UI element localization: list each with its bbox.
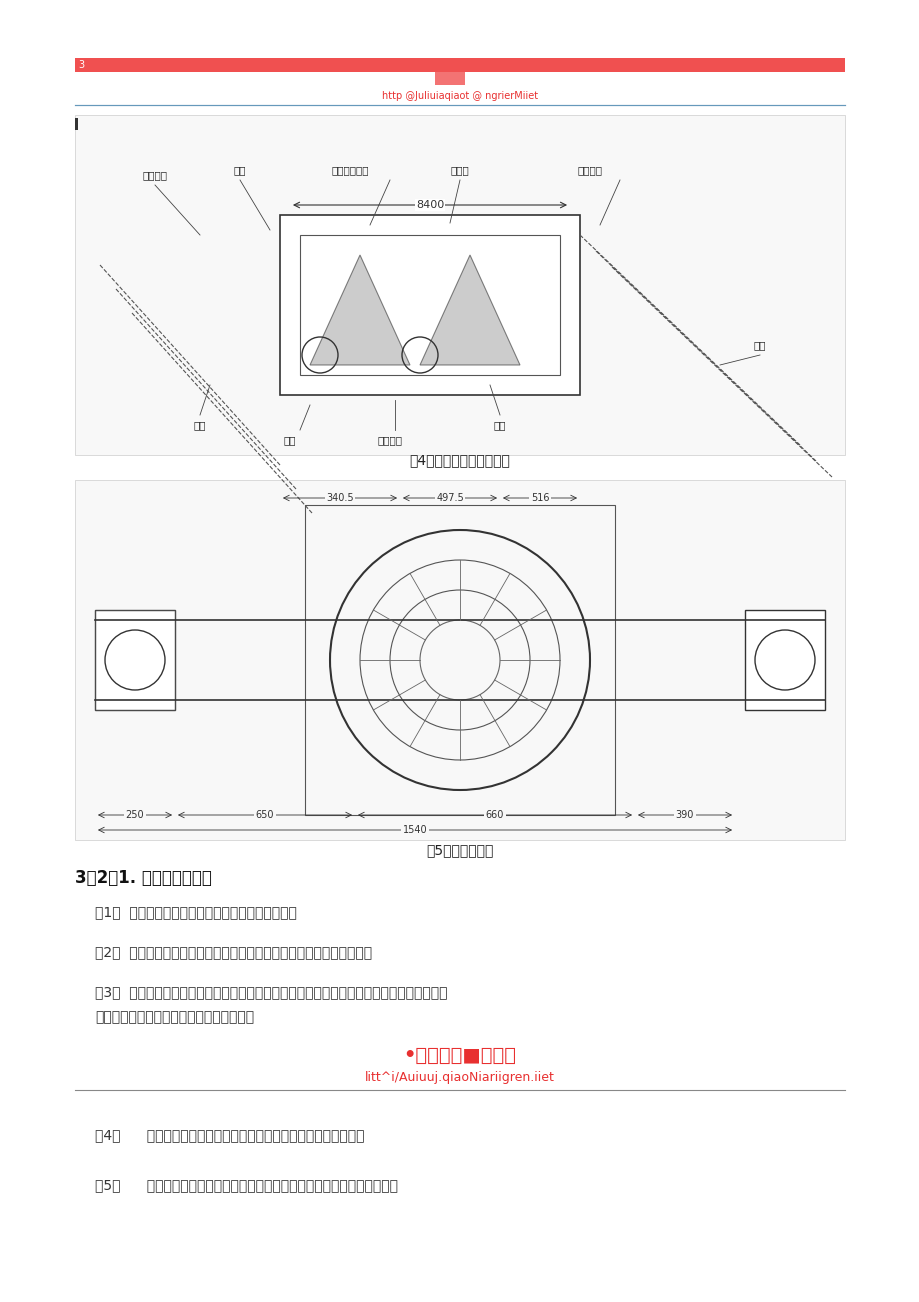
Text: 前夹持架: 前夹持架: [577, 165, 602, 174]
Text: 后夹持架: 后夹持架: [142, 171, 167, 180]
Text: 390: 390: [675, 810, 694, 820]
Text: 图4主缆缠丝机总体结构图: 图4主缆缠丝机总体结构图: [409, 453, 510, 467]
Text: （3）  缠丝头齿圈绕主缆转动速度可与主机走行速度相匹配、并可根据缠绕钢丝直径的不同和: （3） 缠丝头齿圈绕主缆转动速度可与主机走行速度相匹配、并可根据缠绕钢丝直径的不…: [95, 986, 447, 999]
Text: 497.5: 497.5: [436, 493, 463, 503]
Text: 516: 516: [530, 493, 549, 503]
Text: （4）      缠丝（机头旋转）与走行可同步进行，亦可各自单独动作。: （4） 缠丝（机头旋转）与走行可同步进行，亦可各自单独动作。: [95, 1128, 364, 1142]
Text: •兄脊痛者■溺呻瘸: •兄脊痛者■溺呻瘸: [403, 1046, 516, 1065]
Text: 吊索: 吊索: [194, 421, 206, 430]
Bar: [744, 611, 824, 710]
Text: 主机: 主机: [494, 421, 505, 430]
Text: （5）      缠丝进行时钢丝带有左右的张力，张力大小可以在一定范围内调整。: （5） 缠丝进行时钢丝带有左右的张力，张力大小可以在一定范围内调整。: [95, 1178, 398, 1193]
Text: 650: 650: [255, 810, 274, 820]
Text: 直径公差进行微调，以保证钢丝密匝缠绕。: 直径公差进行微调，以保证钢丝密匝缠绕。: [95, 1010, 254, 1023]
Bar: [95, 611, 175, 710]
Text: 下导向架: 下导向架: [377, 435, 403, 445]
Polygon shape: [420, 255, 519, 365]
Text: 索夹: 索夹: [233, 165, 246, 174]
Text: 滚条架: 滚条架: [450, 165, 469, 174]
Text: 3．2．1. 缠丝机性能要求: 3．2．1. 缠丝机性能要求: [75, 868, 211, 887]
Text: 250: 250: [126, 810, 144, 820]
Bar: [300, 234, 560, 375]
Text: 340.5: 340.5: [326, 493, 354, 503]
Bar: [279, 215, 579, 395]
Text: 3: 3: [78, 60, 84, 70]
Bar: [75, 480, 844, 840]
Text: http @Juliuiaqiaot @ ngrierMiiet: http @Juliuiaqiaot @ ngrierMiiet: [381, 91, 538, 102]
Text: 660: 660: [485, 810, 504, 820]
Text: （2）  缠丝和走行时，缠丝机遇到索夹和吊索，可自行跨越，连续行走。: （2） 缠丝和走行时，缠丝机遇到索夹和吊索，可自行跨越，连续行走。: [95, 945, 371, 960]
Text: 图5缠丝机平面图: 图5缠丝机平面图: [425, 842, 494, 857]
Text: 主缆: 主缆: [753, 340, 766, 350]
Text: litt^i/Auiuuj.qiaoNiariigren.iiet: litt^i/Auiuuj.qiaoNiariigren.iiet: [365, 1072, 554, 1085]
Text: 1540: 1540: [403, 825, 426, 835]
Bar: [435, 66, 464, 85]
Text: 主缆防护垫板: 主缆防护垫板: [331, 165, 369, 174]
Bar: [305, 505, 614, 815]
Bar: [95, 611, 175, 710]
Text: （1）  缠丝机可在主缆上自行行走（前进、后退）。: （1） 缠丝机可在主缆上自行行走（前进、后退）。: [95, 905, 297, 919]
Bar: [75, 118, 78, 130]
Bar: [75, 59, 844, 72]
Text: 猫道: 猫道: [283, 435, 296, 445]
Polygon shape: [310, 255, 410, 365]
Bar: [75, 115, 844, 454]
Text: 8400: 8400: [415, 201, 444, 210]
